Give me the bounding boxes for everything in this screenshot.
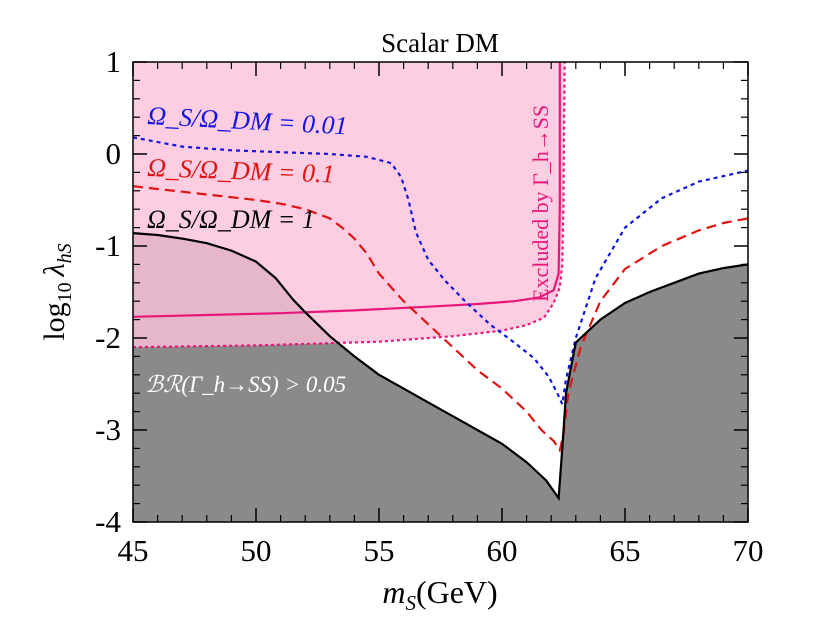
- x-tick-label: 55: [364, 533, 395, 568]
- x-axis-label: mS(GeV): [382, 574, 497, 615]
- y-tick-label: -2: [95, 320, 121, 355]
- label-higgs-width-excluded: Excluded by Γ_h→SS: [528, 105, 553, 302]
- x-tick-label: 50: [241, 533, 272, 568]
- chart-title: Scalar DM: [381, 28, 499, 58]
- label-omega-0.1: Ω_S/Ω_DM = 0.1: [147, 153, 335, 189]
- label-omega-1: Ω_S/Ω_DM = 1: [147, 205, 315, 234]
- x-tick-label: 45: [118, 533, 149, 568]
- label-br-invisible: ℬℛ(Γ_h→SS) > 0.05: [145, 372, 346, 397]
- y-axis-label: log10λhS: [38, 243, 76, 340]
- y-tick-label: -4: [95, 504, 121, 539]
- axis-ticks: 45 50 55 60 65 70 1 0 -1 -2 -3 -4: [95, 44, 763, 568]
- y-tick-label: -3: [95, 412, 121, 447]
- y-tick-label: 1: [106, 44, 122, 79]
- higgs-width-boundary-dotted: [133, 62, 566, 349]
- higgs-width-boundary-solid: [133, 62, 561, 318]
- y-tick-label: 0: [106, 136, 122, 171]
- x-tick-label: 65: [610, 533, 641, 568]
- higgs-width-excluded-region: [133, 62, 565, 348]
- series-omega_1: [133, 232, 748, 502]
- x-tick-label: 70: [733, 533, 764, 568]
- plot-frame: [132, 61, 749, 523]
- y-tick-label: -1: [95, 228, 121, 263]
- plot-area: [133, 62, 748, 522]
- x-tick-label: 60: [487, 533, 518, 568]
